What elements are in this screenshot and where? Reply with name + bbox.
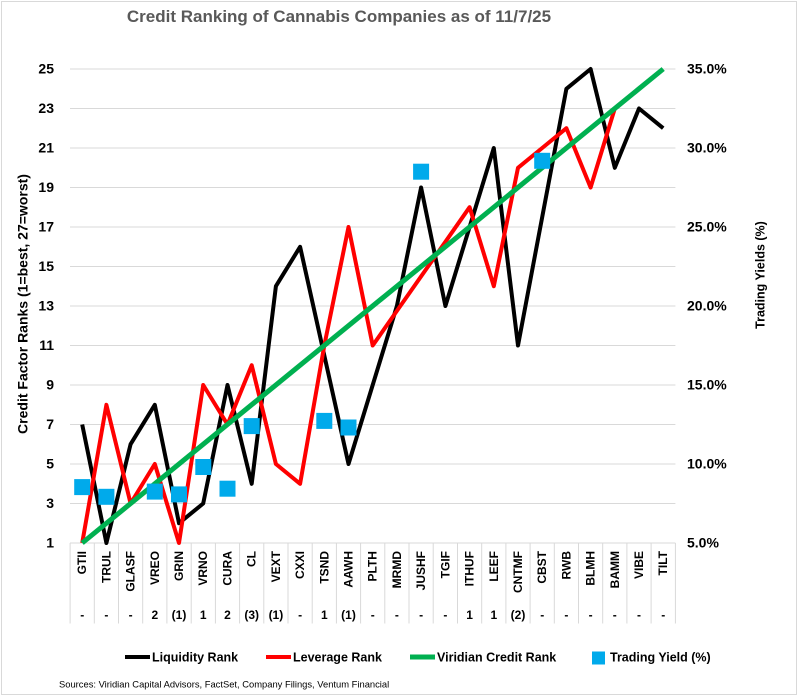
svg-text:20.0%: 20.0% [687,298,727,314]
svg-text:(3): (3) [244,608,259,622]
svg-text:7: 7 [46,416,54,432]
svg-text:2: 2 [151,608,158,622]
svg-text:-: - [540,608,544,622]
svg-text:CURA: CURA [221,551,235,586]
svg-text:1: 1 [200,608,207,622]
svg-text:-: - [661,608,665,622]
svg-text:25: 25 [38,61,54,77]
svg-text:-: - [419,608,423,622]
svg-text:17: 17 [38,219,54,235]
svg-text:GLASF: GLASF [124,551,138,592]
svg-text:15: 15 [38,258,54,274]
svg-text:JUSHF: JUSHF [414,551,428,590]
svg-text:-: - [589,608,593,622]
svg-text:LEEF: LEEF [487,551,501,582]
svg-text:-: - [80,608,84,622]
svg-text:TILT: TILT [656,550,670,575]
svg-text:-: - [129,608,133,622]
svg-text:-: - [395,608,399,622]
svg-text:GRIN: GRIN [172,551,186,581]
svg-text:1: 1 [466,608,473,622]
svg-text:Credit Ranking of Cannabis Com: Credit Ranking of Cannabis Companies as … [127,7,551,26]
svg-text:30.0%: 30.0% [687,140,727,156]
svg-text:Credit Factor Ranks (1=best, 2: Credit Factor Ranks (1=best, 27=worst) [15,174,31,434]
svg-text:(1): (1) [269,608,284,622]
svg-text:-: - [564,608,568,622]
svg-text:11: 11 [39,337,54,353]
svg-text:VREO: VREO [148,551,162,585]
svg-text:MRMD: MRMD [390,551,404,589]
svg-text:CXXI: CXXI [293,551,307,579]
svg-text:GTII: GTII [75,551,89,574]
svg-text:15.0%: 15.0% [687,377,727,393]
svg-text:Trading Yields (%): Trading Yields (%) [754,221,768,329]
svg-text:21: 21 [38,140,54,156]
svg-text:-: - [104,608,108,622]
svg-text:(1): (1) [172,608,187,622]
svg-text:TGIF: TGIF [438,551,452,578]
svg-text:TRUL: TRUL [99,551,113,583]
svg-text:2: 2 [224,608,231,622]
svg-text:1: 1 [321,608,328,622]
svg-text:RWB: RWB [559,551,573,580]
svg-text:35.0%: 35.0% [687,61,727,77]
svg-text:Viridian Credit Rank: Viridian Credit Rank [437,651,556,665]
svg-text:VRNO: VRNO [196,551,210,586]
svg-text:3: 3 [46,495,54,511]
svg-text:(1): (1) [341,608,356,622]
svg-text:1: 1 [490,608,497,622]
svg-text:25.0%: 25.0% [687,219,727,235]
svg-text:VEXT: VEXT [269,550,283,582]
svg-text:(2): (2) [511,608,526,622]
svg-text:Liquidity Rank: Liquidity Rank [152,651,238,665]
svg-text:-: - [637,608,641,622]
svg-text:9: 9 [46,377,54,393]
svg-text:-: - [298,608,302,622]
svg-text:-: - [371,608,375,622]
svg-text:13: 13 [38,298,54,314]
svg-text:CBST: CBST [535,550,549,583]
svg-text:1: 1 [46,535,54,551]
svg-text:19: 19 [38,179,54,195]
svg-text:Trading Yield (%): Trading Yield (%) [610,651,711,665]
svg-text:TSND: TSND [317,551,331,584]
svg-text:CNTMF: CNTMF [511,551,525,593]
svg-text:BAMM: BAMM [608,551,622,588]
svg-text:5.0%: 5.0% [687,535,719,551]
svg-text:VIBE: VIBE [632,551,646,579]
svg-text:ITHUF: ITHUF [463,551,477,586]
svg-text:-: - [443,608,447,622]
svg-text:BLMH: BLMH [584,551,598,586]
svg-text:Leverage Rank: Leverage Rank [293,651,382,665]
svg-text:PLTH: PLTH [366,551,380,581]
svg-text:CL: CL [245,551,259,567]
svg-text:Sources: Viridian Capital Advi: Sources: Viridian Capital Advisors, Fact… [59,679,389,690]
svg-text:23: 23 [38,100,54,116]
svg-text:5: 5 [46,456,54,472]
svg-text:10.0%: 10.0% [687,456,727,472]
svg-text:AAWH: AAWH [342,551,356,588]
svg-text:-: - [613,608,617,622]
